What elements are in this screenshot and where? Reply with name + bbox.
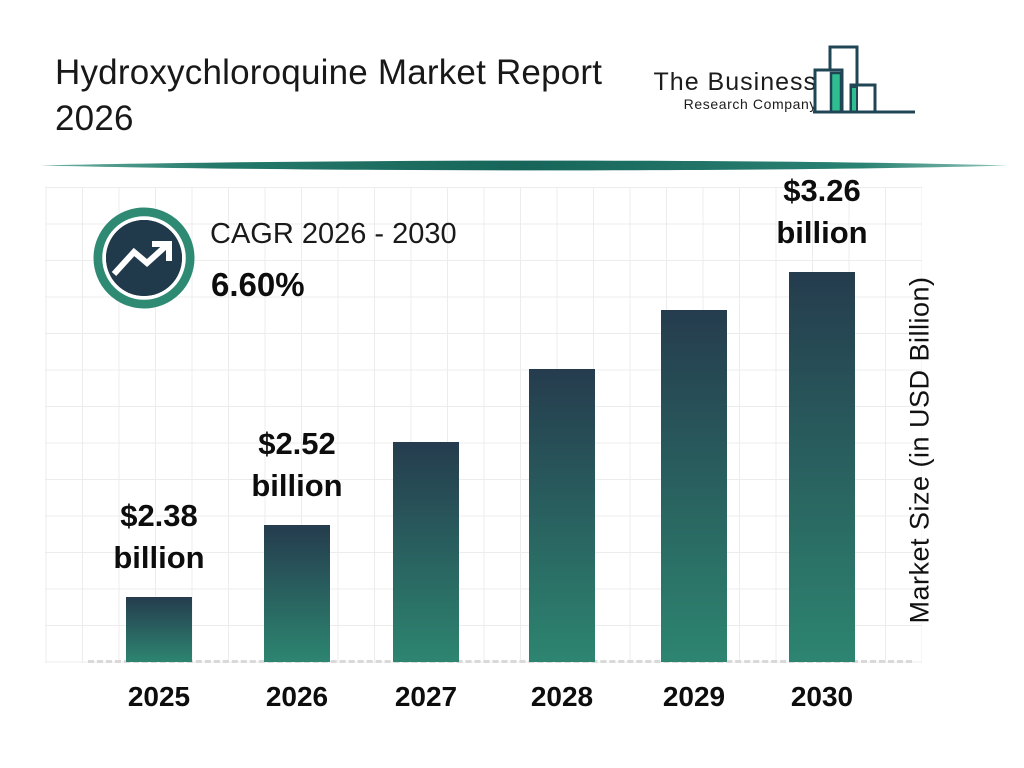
bar-2027 xyxy=(393,442,459,662)
logo-company-name: The Business xyxy=(653,68,817,96)
bar-value-amount: $2.52 xyxy=(258,426,336,461)
bar-2025 xyxy=(126,597,192,662)
bar-value-amount: $2.38 xyxy=(120,498,198,533)
page-title-line1: Hydroxychloroquine Market Report xyxy=(55,53,603,92)
cagr-period-label: CAGR 2026 - 2030 xyxy=(210,218,457,250)
x-axis-label-2025: 2025 xyxy=(127,681,191,712)
bar-value-amount: $3.26 xyxy=(783,173,861,208)
bar-2029 xyxy=(661,310,727,662)
header-divider xyxy=(40,160,1008,171)
x-axis-label-2026: 2026 xyxy=(265,681,329,712)
cagr-value: 6.60% xyxy=(211,266,305,303)
x-axis-label-2029: 2029 xyxy=(662,681,726,712)
logo-bars-icon xyxy=(813,45,915,114)
page-title-line2: 2026 xyxy=(55,99,134,138)
logo-company-subname: Research Company xyxy=(683,96,817,112)
x-axis-baseline xyxy=(88,660,912,663)
logo: The Business Research Company xyxy=(640,35,980,125)
page-title: Hydroxychloroquine Market Report 2026 xyxy=(55,50,715,142)
x-axis-label-2028: 2028 xyxy=(530,681,594,712)
trending-up-icon xyxy=(93,207,195,309)
bar-value-unit: billion xyxy=(113,540,205,575)
cagr-badge xyxy=(93,207,195,309)
x-axis-label-2027: 2027 xyxy=(394,681,458,712)
y-axis-title: Market Size (in USD Billion) xyxy=(904,276,935,624)
bar-value-label-2026: $2.52 billion xyxy=(202,423,392,507)
logo-text: The Business Research Company xyxy=(654,68,817,112)
bar-value-unit: billion xyxy=(776,215,868,250)
bar-value-label-2030: $3.26 billion xyxy=(727,170,917,254)
bar-value-unit: billion xyxy=(251,468,343,503)
bar-2026 xyxy=(264,525,330,662)
x-axis-label-2030: 2030 xyxy=(790,681,854,712)
bar-value-label-2025: $2.38 billion xyxy=(64,495,254,579)
bar-2028 xyxy=(529,369,595,662)
bar-2030 xyxy=(789,272,855,662)
